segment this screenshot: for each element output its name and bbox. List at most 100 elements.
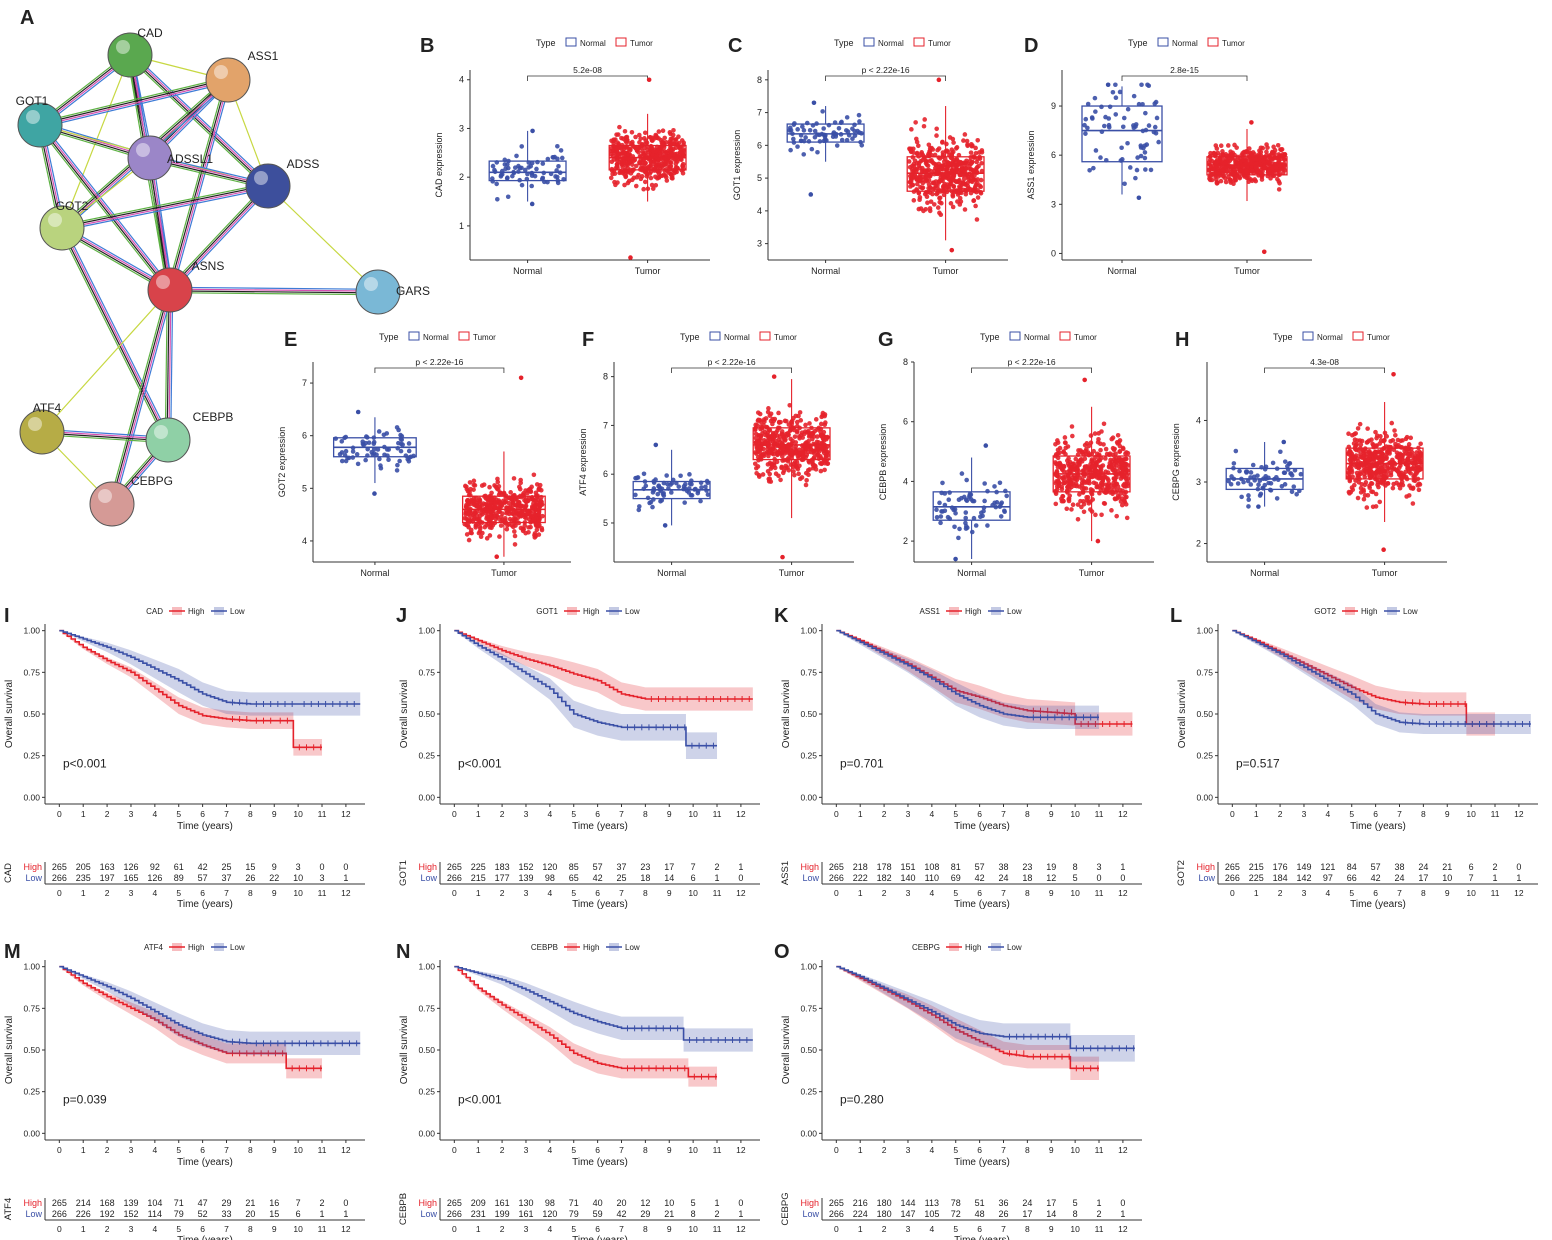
data-point [629,177,635,183]
risk-x-tick-label: 0 [834,1224,839,1234]
risk-count-low: 17 [1022,1209,1032,1219]
risk-x-tick-label: 5 [953,1224,958,1234]
data-point [801,128,807,133]
risk-count-high: 17 [1046,1198,1056,1208]
data-point [1241,157,1246,163]
network-edge [40,82,229,129]
data-point [963,515,968,521]
p-value: p=0.039 [63,1092,107,1106]
data-point [624,136,629,142]
legend-swatch-normal [863,37,875,47]
data-point [673,164,679,170]
data-point [766,406,771,411]
risk-count-low: 66 [1347,873,1357,883]
data-point [800,124,805,129]
data-point [963,510,969,515]
data-point [975,195,981,200]
data-point [934,191,939,197]
risk-x-tick-label: 4 [929,888,934,898]
data-point [950,136,956,142]
data-point [1370,441,1375,447]
data-point [1405,446,1410,452]
risk-x-tick-label: 6 [1373,888,1378,898]
data-point [1235,481,1241,486]
y-axis-label: GOT1 expression [732,130,742,201]
data-point [1231,181,1236,187]
data-point [1121,115,1127,121]
data-point [796,434,802,439]
risk-count-low: 52 [198,1209,208,1219]
data-point [677,150,683,155]
x-tick-label: 0 [834,809,839,819]
data-point [795,428,800,434]
data-point [973,203,978,209]
data-point [1070,481,1076,486]
risk-x-tick-label: 0 [57,1224,62,1234]
risk-x-tick-label: 2 [882,888,887,898]
x-tick-label-normal: Normal [1107,266,1136,276]
data-point [1064,506,1070,512]
p-value: 4.3e-08 [1310,357,1339,367]
data-point [969,173,975,178]
risk-count-low: 69 [951,873,961,883]
risk-count-low: 224 [853,1209,868,1219]
data-point [1118,499,1124,504]
data-point [1282,459,1288,464]
risk-x-tick-label: 11 [713,888,722,898]
data-point [1075,517,1081,522]
data-point [1053,461,1059,467]
risk-count-low: 182 [877,873,892,883]
data-point [518,504,524,509]
data-point [1282,157,1287,162]
data-point [757,450,763,455]
data-point [406,441,412,446]
y-tick-label: 0.50 [1196,709,1213,719]
data-point [937,195,942,201]
network-node-label: ADSSL1 [167,152,213,166]
y-tick-label: 2 [1196,539,1201,549]
risk-x-tick-label: 9 [1049,888,1054,898]
risk-count-low: 0 [1097,873,1102,883]
network-edge [41,122,173,289]
box-normal [488,160,567,182]
risk-count-high: 61 [174,862,184,872]
data-point [648,175,654,181]
network-edge [40,80,229,127]
data-point [1352,482,1357,488]
network-node-highlight [156,275,170,289]
data-point [354,452,360,457]
risk-count-high: 92 [150,862,160,872]
x-tick-label: 1 [81,809,86,819]
p-value: p=0.701 [840,756,884,770]
risk-x-tick-label: 12 [341,1224,351,1234]
network-edge [108,289,168,504]
risk-count-high: 176 [1273,862,1288,872]
y-tick-label: 0.25 [418,751,435,761]
risk-count-low: 20 [245,1209,255,1219]
legend-swatch-tumor [1059,331,1071,341]
risk-count-low: 215 [471,873,486,883]
network-edge [127,56,267,189]
data-point [1125,450,1131,456]
data-point [1396,442,1401,448]
data-point [1261,158,1266,164]
network-node-label: ATF4 [33,401,62,415]
data-point [1246,497,1252,503]
data-point [1394,480,1399,486]
risk-count-high: 57 [1371,862,1381,872]
x-tick-label: 8 [1025,1145,1030,1155]
network-edge [167,183,267,289]
data-point [809,146,815,152]
data-point [1356,448,1362,453]
risk-count-high: 183 [495,862,510,872]
legend-label-tumor: Tumor [1367,333,1390,342]
data-point [638,145,643,151]
data-point [512,533,518,539]
data-point [378,463,383,468]
data-point [798,418,804,423]
data-point [804,477,809,483]
data-point [852,122,857,128]
risk-count-high: 139 [123,1198,138,1208]
data-point [753,422,758,428]
